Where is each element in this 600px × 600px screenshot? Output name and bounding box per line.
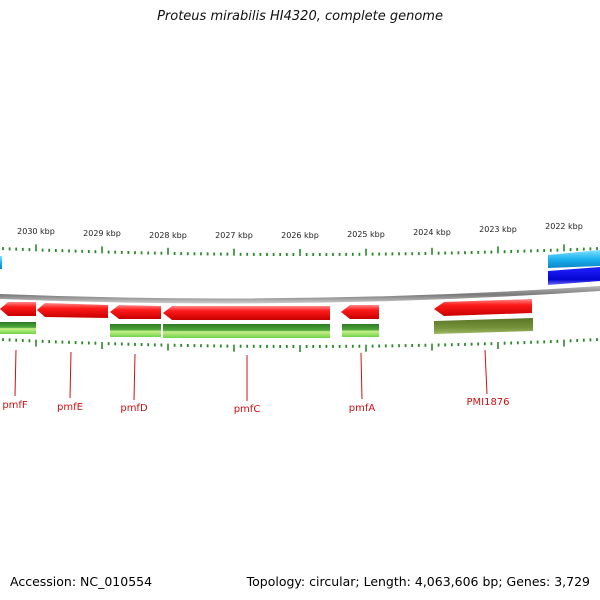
- cds-bar: [342, 324, 379, 337]
- gene-label-pmfE: pmfE: [57, 402, 83, 413]
- gene-arrow-pmfE: [37, 303, 108, 318]
- lower-tick-track: [2, 338, 598, 352]
- upper-tick-track: [2, 244, 598, 256]
- scale-label: 2022 kbp: [545, 222, 583, 231]
- cyan-gene-feature: [548, 250, 600, 268]
- gene-label-pmfC: pmfC: [234, 404, 261, 415]
- scale-labels: 2030 kbp 2029 kbp 2028 kbp 2027 kbp 2026…: [17, 222, 583, 240]
- gene-arrow-pmfD: [110, 305, 161, 319]
- cds-bar: [0, 322, 36, 334]
- scale-label: 2026 kbp: [281, 231, 319, 240]
- cds-bar: [110, 324, 161, 337]
- gene-arrow-pmfC: [163, 306, 330, 320]
- gene-label-pmfF: pmfF: [2, 400, 28, 411]
- leader-line: [69, 351, 72, 399]
- genome-summary-text: Topology: circular; Length: 4,063,606 bp…: [246, 574, 590, 589]
- scale-label: 2029 kbp: [83, 229, 121, 238]
- cds-bars: [0, 318, 533, 338]
- leader-line: [133, 353, 136, 401]
- accession-text: Accession: NC_010554: [10, 574, 153, 589]
- leader-line: [14, 349, 17, 397]
- gene-arrow-PMI1876: [434, 299, 532, 316]
- map-title: Proteus mirabilis HI4320, complete genom…: [157, 9, 443, 24]
- gene-arrows: [0, 299, 532, 320]
- gene-labels: pmfF pmfE pmfD pmfC pmfA PMI1876: [2, 397, 509, 415]
- gene-label-pmfD: pmfD: [120, 403, 148, 414]
- cds-bar-olive: [434, 318, 533, 334]
- gene-arrow-pmfF: [0, 302, 36, 316]
- scale-label: 2024 kbp: [413, 228, 451, 237]
- scale-label: 2028 kbp: [149, 231, 187, 240]
- leader-line: [484, 349, 488, 395]
- cds-bar: [163, 324, 330, 338]
- scale-label: 2023 kbp: [479, 225, 517, 234]
- cyan-edge-fragment: [0, 256, 2, 269]
- genome-backbone: [0, 286, 600, 304]
- gene-label-pmfA: pmfA: [349, 403, 376, 414]
- blue-gene-feature: [548, 267, 600, 285]
- gene-label-PMI1876: PMI1876: [466, 397, 509, 408]
- scale-label: 2030 kbp: [17, 227, 55, 236]
- gene-arrow-pmfA: [341, 305, 379, 319]
- leader-line: [360, 352, 363, 400]
- scale-label: 2025 kbp: [347, 230, 385, 239]
- scale-label: 2027 kbp: [215, 231, 253, 240]
- label-leaders: [14, 349, 488, 401]
